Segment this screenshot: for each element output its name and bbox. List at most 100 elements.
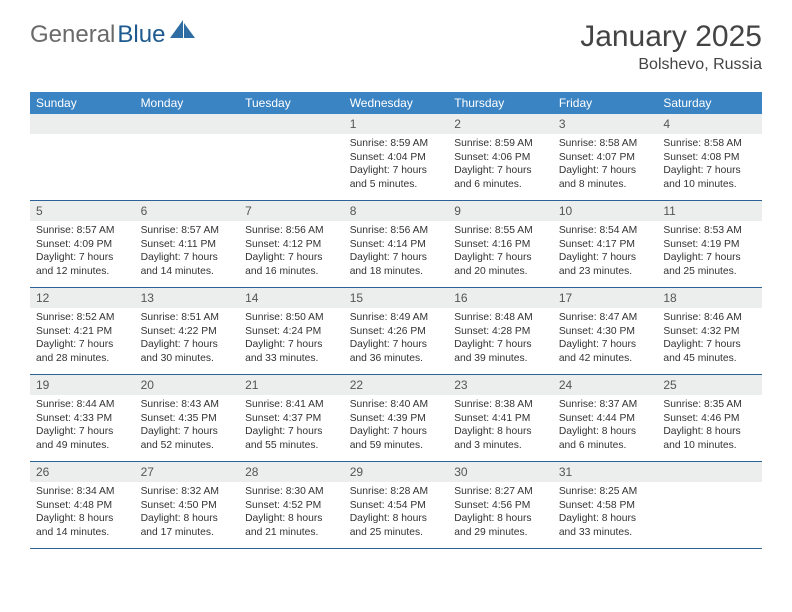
sunset-text: Sunset: 4:44 PM <box>559 412 652 426</box>
daylight-text: Daylight: 7 hours and 5 minutes. <box>350 164 443 191</box>
day-details: Sunrise: 8:41 AMSunset: 4:37 PMDaylight:… <box>239 395 344 456</box>
day-cell: 2Sunrise: 8:59 AMSunset: 4:06 PMDaylight… <box>448 114 553 201</box>
day-cell: 4Sunrise: 8:58 AMSunset: 4:08 PMDaylight… <box>657 114 762 201</box>
header: GeneralBlue January 2025 Bolshevo, Russi… <box>30 20 762 74</box>
sunrise-text: Sunrise: 8:48 AM <box>454 311 547 325</box>
day-number: 14 <box>239 288 344 308</box>
sunset-text: Sunset: 4:08 PM <box>663 151 756 165</box>
day-number: 8 <box>344 201 449 221</box>
day-cell: 27Sunrise: 8:32 AMSunset: 4:50 PMDayligh… <box>135 462 240 549</box>
daylight-text: Daylight: 7 hours and 52 minutes. <box>141 425 234 452</box>
sunrise-text: Sunrise: 8:43 AM <box>141 398 234 412</box>
day-cell: 10Sunrise: 8:54 AMSunset: 4:17 PMDayligh… <box>553 201 658 288</box>
month-title: January 2025 <box>580 20 762 54</box>
day-details: Sunrise: 8:46 AMSunset: 4:32 PMDaylight:… <box>657 308 762 369</box>
day-cell: 25Sunrise: 8:35 AMSunset: 4:46 PMDayligh… <box>657 375 762 462</box>
day-number: 25 <box>657 375 762 395</box>
day-number: 3 <box>553 114 658 134</box>
sunrise-text: Sunrise: 8:47 AM <box>559 311 652 325</box>
day-number: 10 <box>553 201 658 221</box>
sunset-text: Sunset: 4:12 PM <box>245 238 338 252</box>
day-number: 11 <box>657 201 762 221</box>
day-details: Sunrise: 8:57 AMSunset: 4:09 PMDaylight:… <box>30 221 135 282</box>
day-cell: 18Sunrise: 8:46 AMSunset: 4:32 PMDayligh… <box>657 288 762 375</box>
daylight-text: Daylight: 7 hours and 16 minutes. <box>245 251 338 278</box>
day-number: 17 <box>553 288 658 308</box>
weekday-header: Wednesday <box>344 92 449 114</box>
daylight-text: Daylight: 7 hours and 55 minutes. <box>245 425 338 452</box>
day-details: Sunrise: 8:53 AMSunset: 4:19 PMDaylight:… <box>657 221 762 282</box>
day-cell: 31Sunrise: 8:25 AMSunset: 4:58 PMDayligh… <box>553 462 658 549</box>
weekday-header: Friday <box>553 92 658 114</box>
day-number: 30 <box>448 462 553 482</box>
day-details: Sunrise: 8:34 AMSunset: 4:48 PMDaylight:… <box>30 482 135 543</box>
daylight-text: Daylight: 8 hours and 25 minutes. <box>350 512 443 539</box>
day-cell: 29Sunrise: 8:28 AMSunset: 4:54 PMDayligh… <box>344 462 449 549</box>
sunset-text: Sunset: 4:19 PM <box>663 238 756 252</box>
sunrise-text: Sunrise: 8:37 AM <box>559 398 652 412</box>
day-cell: 3Sunrise: 8:58 AMSunset: 4:07 PMDaylight… <box>553 114 658 201</box>
daylight-text: Daylight: 8 hours and 14 minutes. <box>36 512 129 539</box>
title-block: January 2025 Bolshevo, Russia <box>580 20 762 74</box>
day-cell: 30Sunrise: 8:27 AMSunset: 4:56 PMDayligh… <box>448 462 553 549</box>
daylight-text: Daylight: 7 hours and 18 minutes. <box>350 251 443 278</box>
day-number: 5 <box>30 201 135 221</box>
sunrise-text: Sunrise: 8:58 AM <box>663 137 756 151</box>
weekday-header: Sunday <box>30 92 135 114</box>
sunrise-text: Sunrise: 8:56 AM <box>350 224 443 238</box>
weekday-header: Saturday <box>657 92 762 114</box>
sunset-text: Sunset: 4:37 PM <box>245 412 338 426</box>
sunset-text: Sunset: 4:09 PM <box>36 238 129 252</box>
day-details: Sunrise: 8:50 AMSunset: 4:24 PMDaylight:… <box>239 308 344 369</box>
day-number: 1 <box>344 114 449 134</box>
day-details: Sunrise: 8:38 AMSunset: 4:41 PMDaylight:… <box>448 395 553 456</box>
week-row: 1Sunrise: 8:59 AMSunset: 4:04 PMDaylight… <box>30 114 762 201</box>
day-number: 2 <box>448 114 553 134</box>
daylight-text: Daylight: 7 hours and 39 minutes. <box>454 338 547 365</box>
day-cell <box>135 114 240 201</box>
week-row: 26Sunrise: 8:34 AMSunset: 4:48 PMDayligh… <box>30 462 762 549</box>
day-cell: 11Sunrise: 8:53 AMSunset: 4:19 PMDayligh… <box>657 201 762 288</box>
sunrise-text: Sunrise: 8:32 AM <box>141 485 234 499</box>
day-number: 6 <box>135 201 240 221</box>
sunset-text: Sunset: 4:52 PM <box>245 499 338 513</box>
day-number <box>135 114 240 134</box>
week-row: 19Sunrise: 8:44 AMSunset: 4:33 PMDayligh… <box>30 375 762 462</box>
daylight-text: Daylight: 7 hours and 45 minutes. <box>663 338 756 365</box>
sunrise-text: Sunrise: 8:58 AM <box>559 137 652 151</box>
day-number: 23 <box>448 375 553 395</box>
day-cell <box>657 462 762 549</box>
logo-sail-icon <box>170 20 196 40</box>
sunrise-text: Sunrise: 8:50 AM <box>245 311 338 325</box>
day-number: 9 <box>448 201 553 221</box>
day-details: Sunrise: 8:30 AMSunset: 4:52 PMDaylight:… <box>239 482 344 543</box>
day-number: 22 <box>344 375 449 395</box>
sunrise-text: Sunrise: 8:53 AM <box>663 224 756 238</box>
sunset-text: Sunset: 4:46 PM <box>663 412 756 426</box>
sunrise-text: Sunrise: 8:54 AM <box>559 224 652 238</box>
weekday-header: Tuesday <box>239 92 344 114</box>
day-number <box>657 462 762 482</box>
sunset-text: Sunset: 4:35 PM <box>141 412 234 426</box>
daylight-text: Daylight: 7 hours and 42 minutes. <box>559 338 652 365</box>
sunset-text: Sunset: 4:56 PM <box>454 499 547 513</box>
day-number: 27 <box>135 462 240 482</box>
sunset-text: Sunset: 4:22 PM <box>141 325 234 339</box>
day-details: Sunrise: 8:56 AMSunset: 4:12 PMDaylight:… <box>239 221 344 282</box>
day-details: Sunrise: 8:55 AMSunset: 4:16 PMDaylight:… <box>448 221 553 282</box>
day-number: 21 <box>239 375 344 395</box>
sunset-text: Sunset: 4:39 PM <box>350 412 443 426</box>
sunset-text: Sunset: 4:28 PM <box>454 325 547 339</box>
sunrise-text: Sunrise: 8:25 AM <box>559 485 652 499</box>
day-details: Sunrise: 8:48 AMSunset: 4:28 PMDaylight:… <box>448 308 553 369</box>
day-details: Sunrise: 8:54 AMSunset: 4:17 PMDaylight:… <box>553 221 658 282</box>
weekday-header-row: Sunday Monday Tuesday Wednesday Thursday… <box>30 92 762 114</box>
day-details: Sunrise: 8:52 AMSunset: 4:21 PMDaylight:… <box>30 308 135 369</box>
day-cell: 20Sunrise: 8:43 AMSunset: 4:35 PMDayligh… <box>135 375 240 462</box>
daylight-text: Daylight: 8 hours and 21 minutes. <box>245 512 338 539</box>
sunrise-text: Sunrise: 8:51 AM <box>141 311 234 325</box>
sunset-text: Sunset: 4:58 PM <box>559 499 652 513</box>
day-details: Sunrise: 8:58 AMSunset: 4:07 PMDaylight:… <box>553 134 658 195</box>
sunrise-text: Sunrise: 8:59 AM <box>454 137 547 151</box>
sunrise-text: Sunrise: 8:28 AM <box>350 485 443 499</box>
